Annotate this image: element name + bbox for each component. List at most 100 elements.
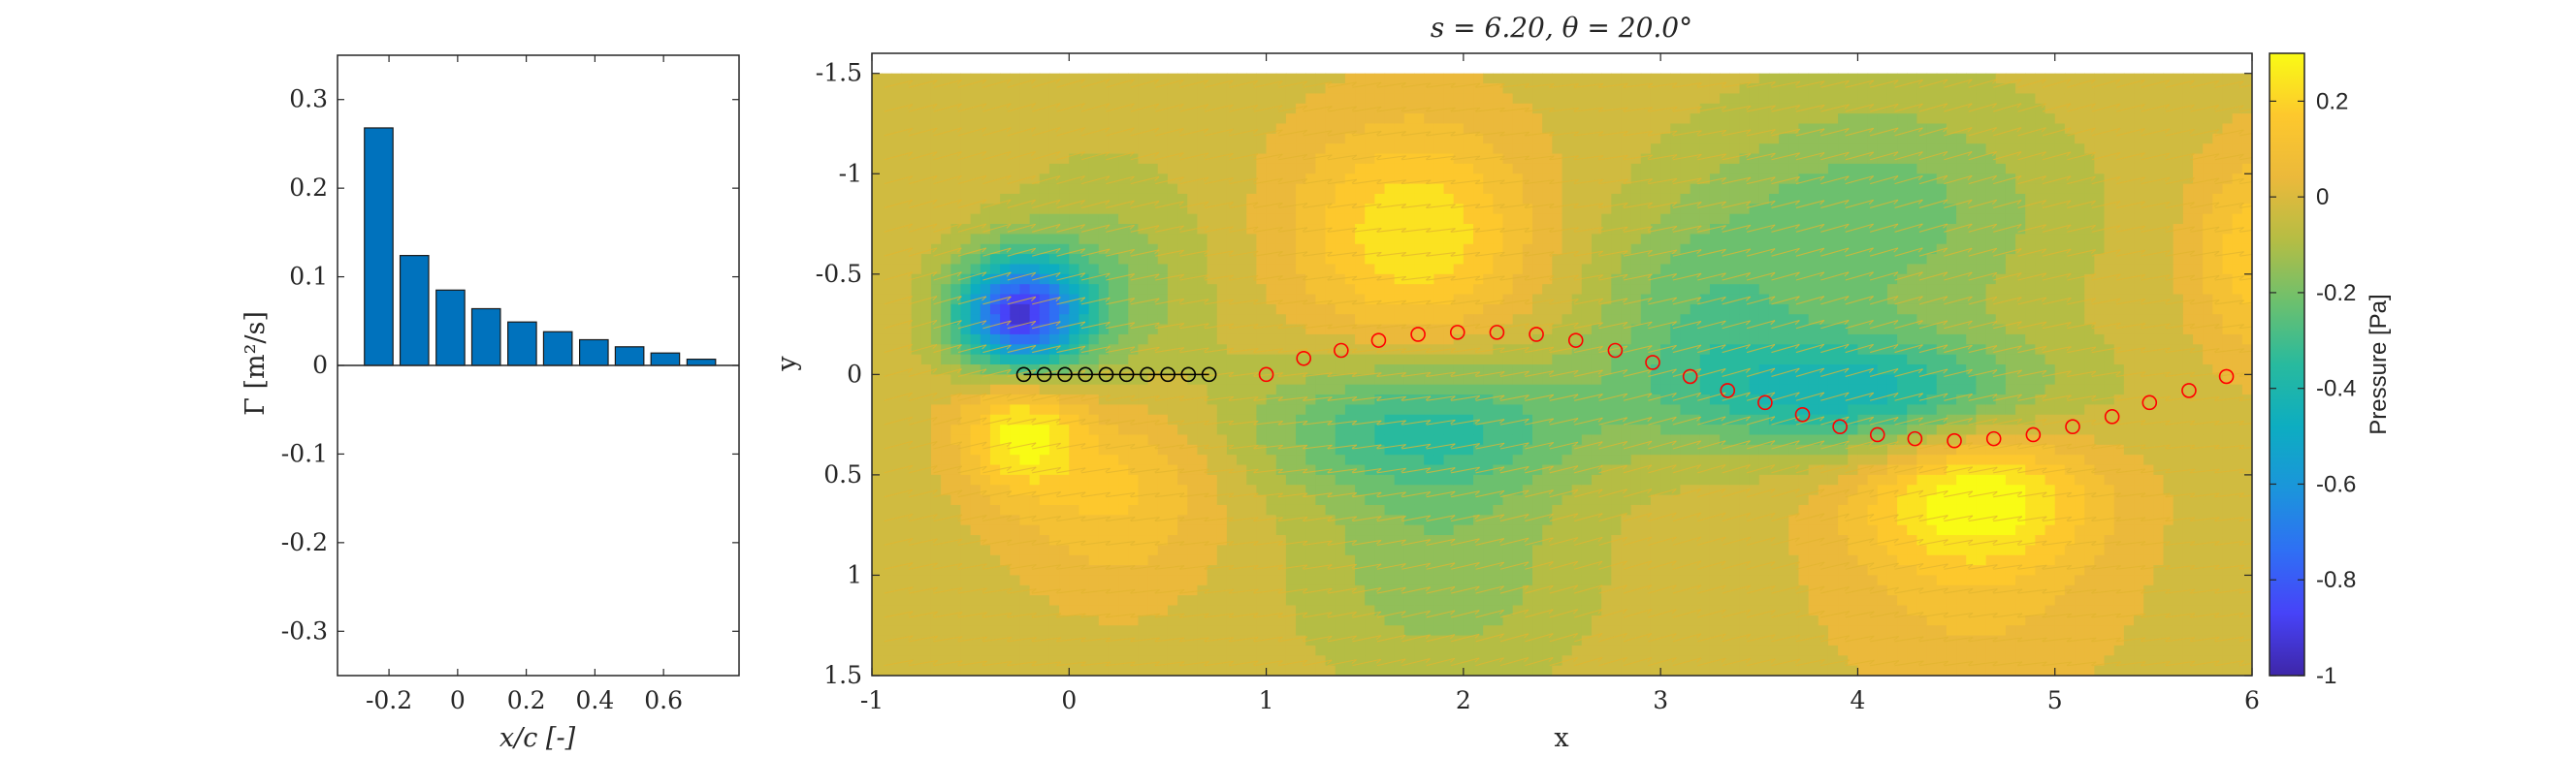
field-cell	[911, 545, 922, 556]
field-cell	[1640, 595, 1652, 607]
field-cell	[1670, 93, 1682, 105]
field-cell	[1305, 83, 1316, 95]
field-cell	[1483, 133, 1494, 144]
field-cell	[1483, 444, 1494, 456]
field-cell	[1069, 143, 1080, 155]
field-cell	[1108, 303, 1119, 315]
field-cell	[1433, 193, 1445, 205]
field-cell	[1128, 264, 1140, 275]
field-cell	[1296, 494, 1306, 506]
field-cell	[1069, 163, 1080, 174]
field-cell	[1403, 193, 1415, 205]
field-cell	[1562, 554, 1573, 566]
field-cell	[1000, 605, 1011, 616]
field-cell	[1650, 625, 1661, 637]
field-cell	[1512, 595, 1524, 607]
field-cell	[1207, 425, 1218, 436]
field-cell	[1453, 123, 1465, 135]
field-cell	[970, 625, 982, 637]
field-cell	[1177, 133, 1188, 144]
field-cell	[1374, 575, 1386, 586]
field-cell	[1207, 143, 1218, 155]
field-cell	[1019, 504, 1031, 516]
field-cell	[989, 163, 1001, 174]
field-cell	[1315, 515, 1327, 526]
field-cell	[1275, 133, 1287, 144]
field-cell	[930, 173, 942, 185]
field-cell	[1207, 444, 1218, 456]
field-cell	[1650, 374, 1661, 386]
field-cell	[1296, 535, 1306, 546]
field-cell	[1088, 264, 1100, 275]
field-cell	[1355, 264, 1366, 275]
field-cell	[1552, 284, 1563, 296]
field-cell	[930, 143, 942, 155]
field-cell	[1088, 113, 1100, 125]
field-cell	[1414, 303, 1425, 315]
field-cell	[1621, 303, 1632, 315]
field-cell	[1493, 565, 1504, 577]
field-cell	[1098, 615, 1110, 626]
field-cell	[930, 254, 942, 266]
field-cell	[1069, 193, 1080, 205]
field-cell	[1187, 635, 1199, 647]
field-cell	[1069, 133, 1080, 144]
field-cell	[1493, 344, 1504, 356]
field-cell	[1147, 324, 1159, 335]
field-cell	[1088, 545, 1100, 556]
field-cell	[1000, 575, 1011, 586]
field-cell	[1532, 303, 1543, 315]
field-cell	[901, 103, 913, 114]
field-cell	[1069, 595, 1080, 607]
field-cell	[1088, 565, 1100, 577]
field-cell	[1305, 404, 1316, 416]
field-cell	[1552, 545, 1563, 556]
field-cell	[1098, 183, 1110, 195]
field-cell	[1414, 204, 1425, 215]
field-cell	[1394, 243, 1405, 255]
field-cell	[1403, 294, 1415, 305]
field-cell	[1532, 485, 1543, 496]
field-cell	[1414, 455, 1425, 466]
field-cell	[1502, 584, 1514, 596]
field-cell	[1355, 584, 1366, 596]
field-cell	[1216, 183, 1228, 195]
field-cell	[911, 123, 922, 135]
field-cell	[1591, 464, 1602, 476]
field-cell	[1463, 575, 1474, 586]
field-cell	[1453, 193, 1465, 205]
field-cell	[1128, 474, 1140, 486]
field-cell	[989, 374, 1001, 386]
field-cell	[1493, 394, 1504, 406]
field-cell	[1256, 455, 1268, 466]
field-cell	[1266, 314, 1277, 326]
field-cell	[1266, 554, 1277, 566]
field-cell	[941, 645, 951, 656]
field-cell	[1660, 404, 1671, 416]
field-cell	[1365, 264, 1375, 275]
field-cell	[1108, 333, 1119, 345]
field-cell	[1118, 645, 1129, 656]
field-cell	[1088, 143, 1100, 155]
field-cell	[1059, 143, 1070, 155]
field-cell	[1344, 434, 1356, 446]
field-cell	[1355, 485, 1366, 496]
field-cell	[1128, 615, 1140, 626]
field-cell	[1365, 83, 1375, 95]
field-cell	[1147, 354, 1159, 365]
field-cell	[1552, 554, 1563, 566]
field-cell	[1010, 204, 1021, 215]
field-cell	[891, 535, 903, 546]
field-cell	[1118, 143, 1129, 155]
field-cell	[1019, 354, 1031, 365]
field-cell	[1581, 264, 1593, 275]
field-cell	[1571, 434, 1583, 446]
field-cell	[1483, 103, 1494, 114]
field-cell	[1621, 425, 1632, 436]
field-cell	[1216, 294, 1228, 305]
field-cell	[1207, 243, 1218, 255]
field-cell	[1522, 284, 1533, 296]
field-cell	[1108, 535, 1119, 546]
field-cell	[1069, 444, 1080, 456]
field-cell	[1177, 163, 1188, 174]
